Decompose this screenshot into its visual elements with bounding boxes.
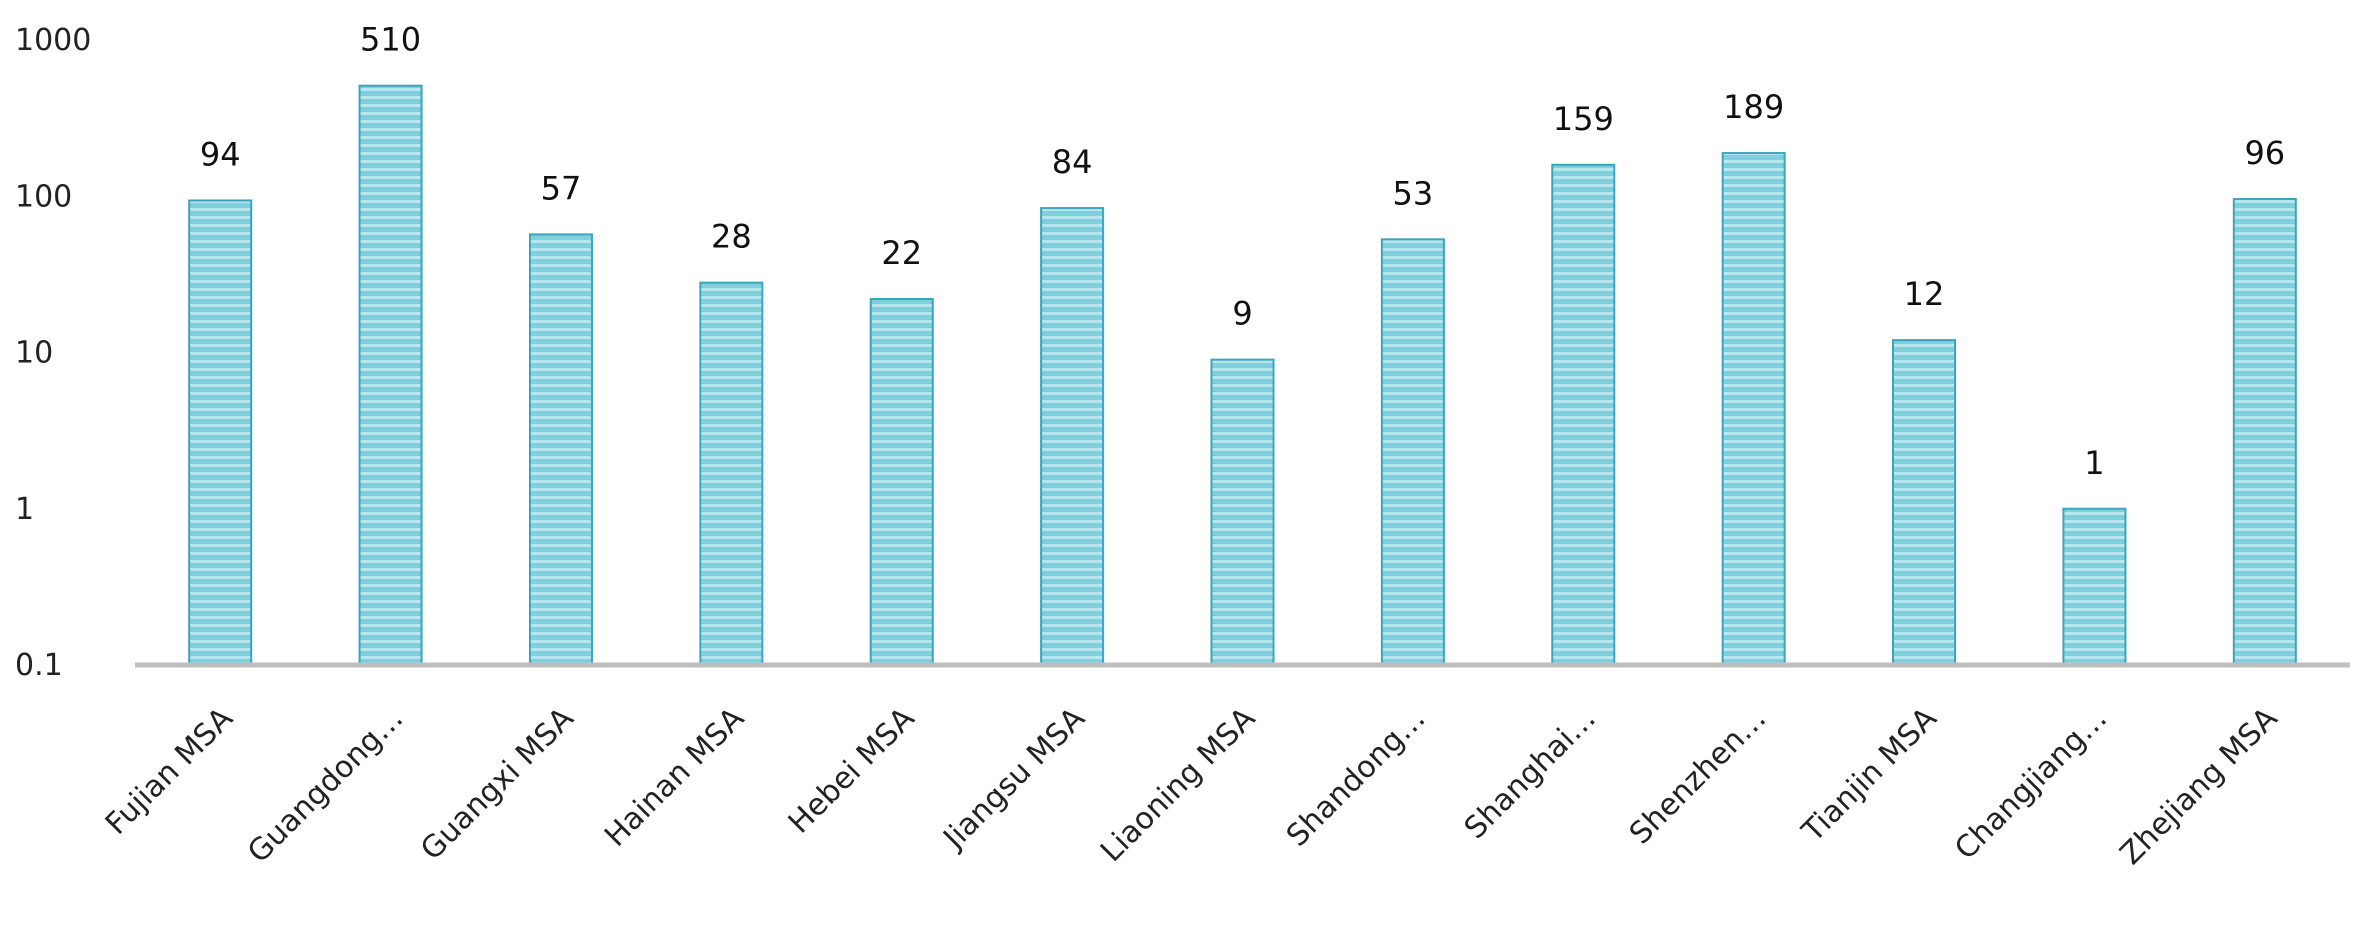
bar xyxy=(1892,339,1957,666)
bar xyxy=(1040,207,1105,666)
data-label: 57 xyxy=(541,169,582,207)
data-label: 53 xyxy=(1393,174,1434,212)
x-tick-label: Liaoning MSA xyxy=(1094,701,1262,869)
x-tick-label: Guangxi MSA xyxy=(414,701,581,868)
data-label: 189 xyxy=(1723,88,1784,126)
x-tick-label: Jiangsu MSA xyxy=(936,701,1092,857)
data-label: 84 xyxy=(1052,143,1093,181)
bar xyxy=(1551,163,1616,666)
y-tick-label: 100 xyxy=(15,179,72,214)
bar xyxy=(1721,152,1786,666)
bar xyxy=(358,84,423,667)
data-label: 28 xyxy=(711,218,752,256)
x-tick-label: Guangdong… xyxy=(241,701,410,870)
data-label: 12 xyxy=(1904,275,1945,313)
data-label: 96 xyxy=(2244,134,2285,172)
x-tick-label: Shanghai… xyxy=(1458,701,1603,846)
y-tick-label: 0.1 xyxy=(15,648,63,683)
data-label: 510 xyxy=(360,21,421,59)
bar xyxy=(699,281,764,666)
y-tick-label: 1000 xyxy=(15,23,91,58)
bar xyxy=(188,199,253,667)
x-tick-label: Shandong… xyxy=(1280,701,1433,854)
data-labels: 94 510 57 28 22 84 9 53 159 189 12 1 96 xyxy=(200,21,2285,482)
x-tick-label: Shenzhen… xyxy=(1623,701,1773,851)
data-label: 94 xyxy=(200,135,241,173)
bar xyxy=(869,297,934,666)
data-label: 9 xyxy=(1232,295,1252,333)
bars xyxy=(188,84,2297,667)
x-tick-label: Zhejiang MSA xyxy=(2114,701,2285,872)
data-label: 22 xyxy=(881,234,922,272)
x-tick-label: Fujian MSA xyxy=(99,701,240,842)
y-tick-label: 10 xyxy=(15,336,53,371)
bar xyxy=(2062,507,2127,666)
y-tick-label: 1 xyxy=(15,492,34,527)
bar xyxy=(528,233,593,666)
x-tick-label: Changjiang… xyxy=(1948,701,2114,867)
bar xyxy=(2232,198,2297,667)
x-tick-label: Tianjin MSA xyxy=(1795,701,1944,850)
data-label: 159 xyxy=(1553,100,1614,138)
data-label: 1 xyxy=(2084,444,2104,482)
x-tick-label: Hainan MSA xyxy=(598,701,751,854)
y-axis-ticks: 1000 100 10 1 0.1 xyxy=(15,23,91,683)
x-axis-labels: Fujian MSA Guangdong… Guangxi MSA Hainan MS… xyxy=(99,701,2285,872)
bar xyxy=(1380,238,1445,666)
x-tick-label: Hebei MSA xyxy=(782,701,922,841)
bar xyxy=(1210,358,1275,666)
